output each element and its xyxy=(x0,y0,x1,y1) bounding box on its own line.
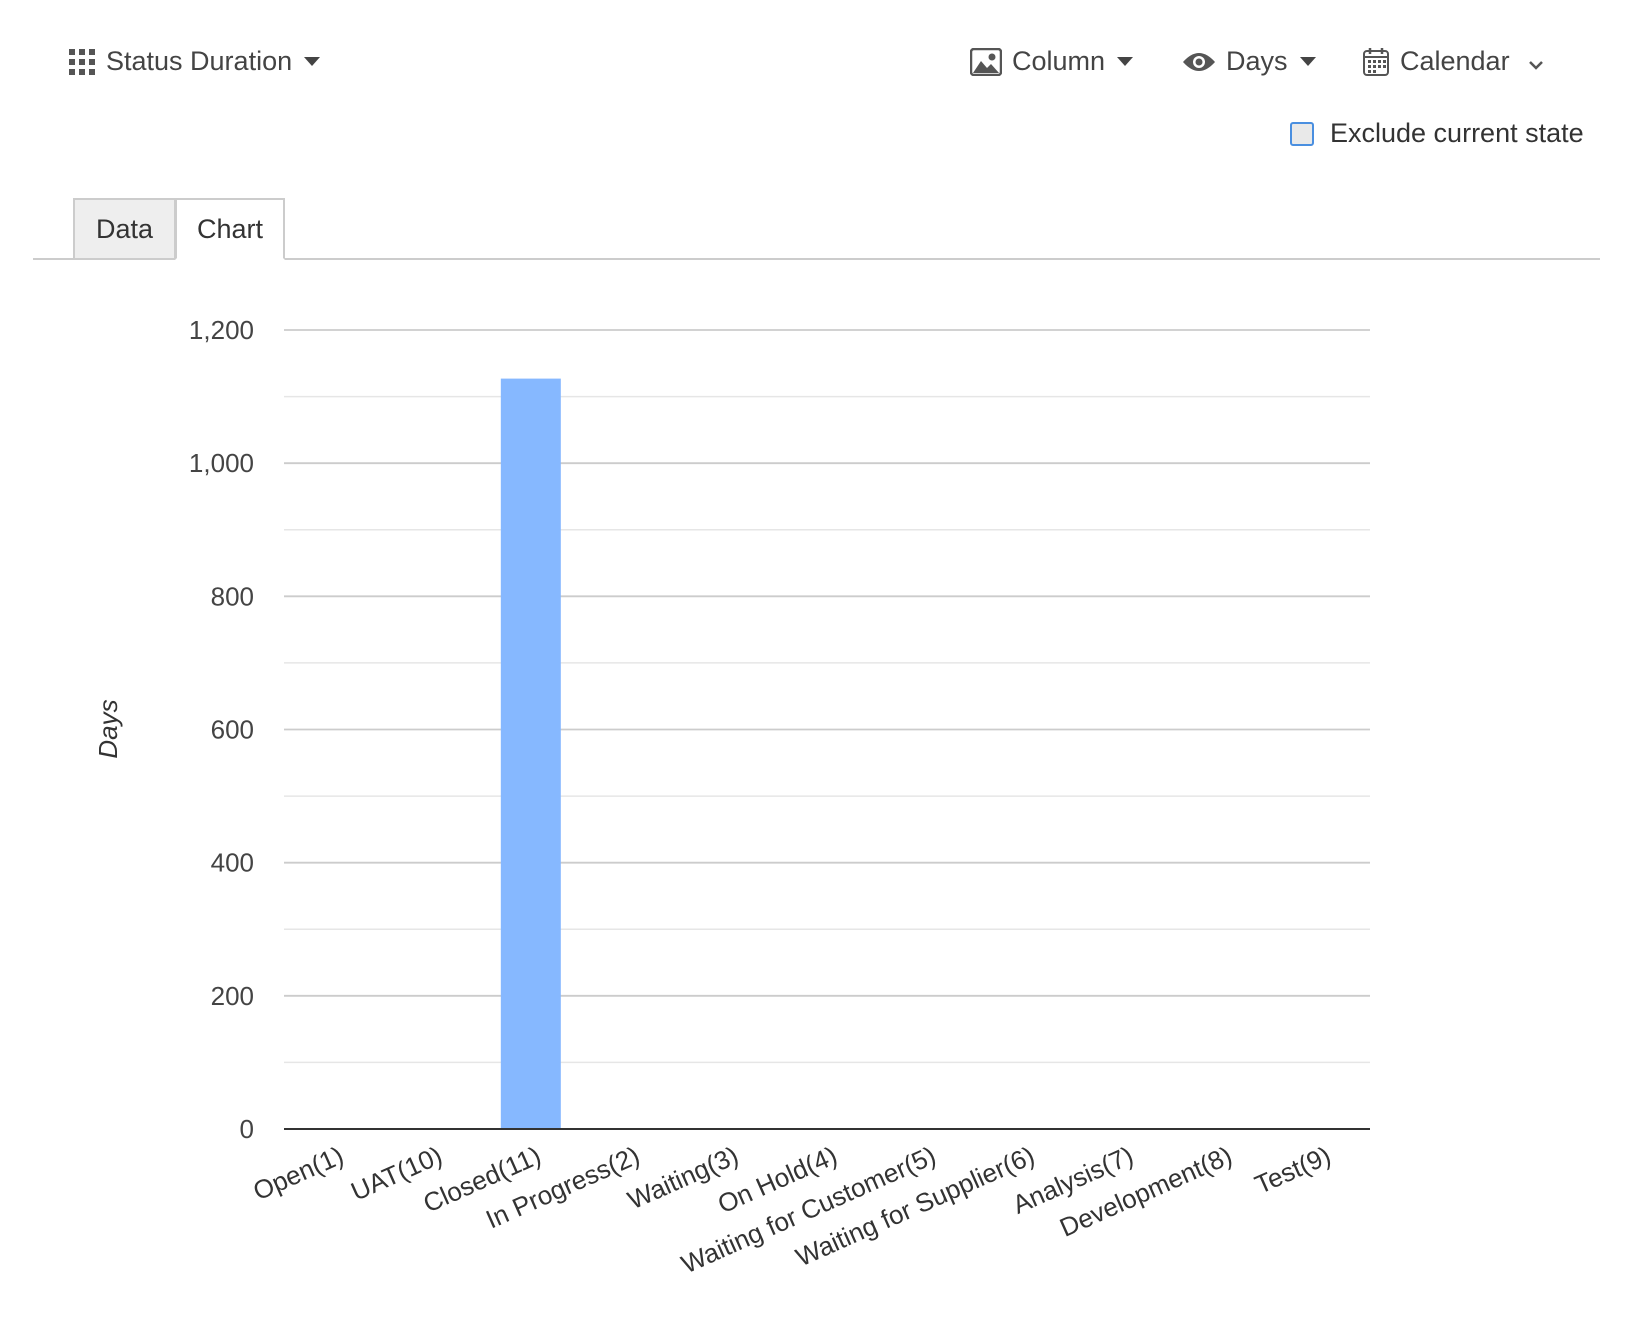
exclude-current-state-checkbox[interactable] xyxy=(1290,121,1314,146)
unit-label: Days xyxy=(1226,46,1288,76)
caret-down-icon xyxy=(304,57,321,66)
calendar-icon xyxy=(1362,47,1390,77)
x-tick-label: Open(1) xyxy=(248,1140,347,1206)
tab-chart-label: Chart xyxy=(196,213,264,244)
caret-down-icon xyxy=(1117,57,1134,66)
report-type-label: Status Duration xyxy=(106,46,293,76)
y-tick-label: 800 xyxy=(211,581,254,611)
chart-type-label: Column xyxy=(1012,46,1106,76)
unit-dropdown[interactable]: Days xyxy=(1182,46,1316,77)
tabs-divider xyxy=(33,258,1600,260)
bar xyxy=(500,378,561,1129)
caret-down-icon xyxy=(1299,57,1316,66)
exclude-current-state-toggle[interactable]: Exclude current state xyxy=(1290,118,1584,149)
y-tick-label: 600 xyxy=(211,715,254,745)
grid-icon xyxy=(68,48,96,76)
report-type-dropdown[interactable]: Status Duration xyxy=(68,46,321,77)
calendar-label: Calendar xyxy=(1400,46,1510,76)
chevron-down-icon xyxy=(1528,46,1544,77)
y-tick-label: 1,000 xyxy=(189,448,254,478)
y-tick-label: 400 xyxy=(211,848,254,878)
chart-type-dropdown[interactable]: Column xyxy=(970,46,1134,77)
exclude-current-state-label: Exclude current state xyxy=(1330,118,1584,148)
y-tick-label: 200 xyxy=(211,981,254,1011)
tab-data-label: Data xyxy=(95,213,154,244)
y-tick-label: 1,200 xyxy=(189,315,254,345)
image-icon xyxy=(970,47,1002,76)
y-axis-label: Days xyxy=(93,699,123,758)
y-tick-label: 0 xyxy=(240,1114,254,1144)
tab-chart[interactable]: Chart xyxy=(175,198,285,260)
calendar-dropdown[interactable]: Calendar xyxy=(1362,46,1544,77)
eye-icon xyxy=(1182,50,1216,74)
x-tick-label: Test(9) xyxy=(1250,1140,1335,1200)
